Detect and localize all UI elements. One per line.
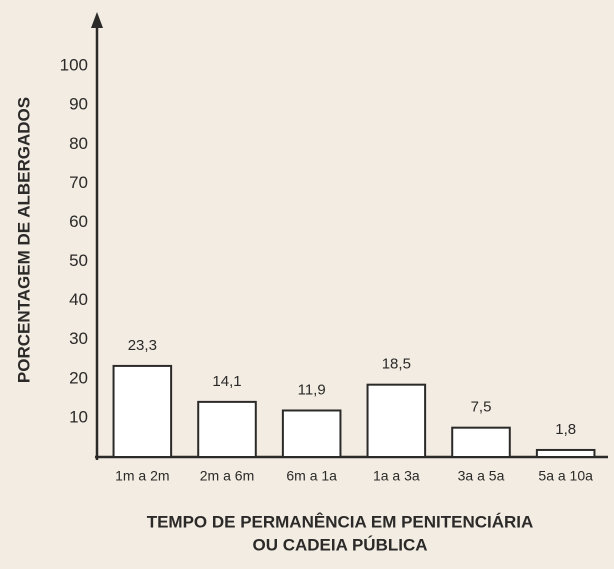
x-tick-label: 1a a 3a <box>373 468 420 484</box>
y-tick-label: 30 <box>69 329 88 348</box>
y-tick-label: 70 <box>69 173 88 192</box>
x-axis-label: OU CADEIA PÚBLICA <box>252 535 427 554</box>
y-tick-label: 90 <box>69 95 88 114</box>
y-tick-label: 10 <box>69 407 88 426</box>
bar <box>281 409 342 458</box>
bar <box>451 426 511 459</box>
value-label: 18,5 <box>382 356 411 373</box>
value-label: 7,5 <box>471 399 492 416</box>
bar <box>535 448 596 458</box>
value-label: 1,8 <box>555 421 576 438</box>
x-tick-label: 5a a 10a <box>538 468 593 484</box>
x-tick-label: 1m a 2m <box>115 468 169 484</box>
x-axis-label: TEMPO DE PERMANÊNCIA EM PENITENCIÁRIA <box>147 512 534 531</box>
y-tick-label: 60 <box>69 212 88 231</box>
x-tick-label: 6m a 1a <box>286 468 337 484</box>
x-tick-label: 2m a 6m <box>200 468 254 484</box>
y-tick-label: 100 <box>60 56 88 75</box>
value-label: 23,3 <box>128 337 157 354</box>
bar <box>112 364 173 458</box>
bar <box>197 400 257 458</box>
y-tick-label: 80 <box>69 134 88 153</box>
bar <box>366 383 427 459</box>
y-axis-arrow <box>91 12 103 28</box>
x-tick-label: 3a a 5a <box>458 468 505 484</box>
y-axis-label: PORCENTAGEM DE ALBERGADOS <box>14 97 33 383</box>
value-label: 14,1 <box>212 373 241 390</box>
y-tick-label: 20 <box>69 368 88 387</box>
y-tick-label: 50 <box>69 251 88 270</box>
value-label: 11,9 <box>298 381 326 398</box>
y-tick-label: 40 <box>69 290 88 309</box>
